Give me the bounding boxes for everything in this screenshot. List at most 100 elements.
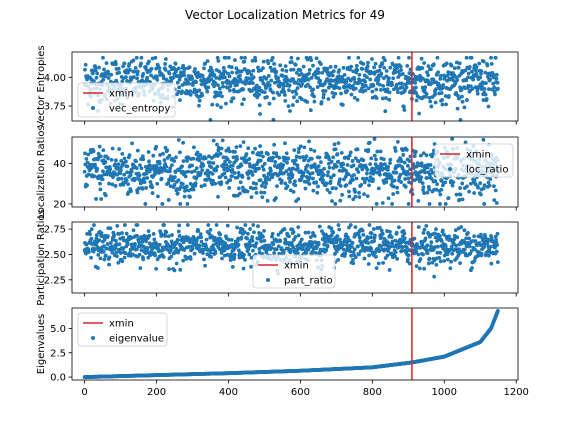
data-point xyxy=(191,187,196,192)
data-point xyxy=(479,232,483,237)
data-point xyxy=(334,164,339,169)
data-point xyxy=(495,309,500,313)
data-point xyxy=(309,58,314,62)
data-point xyxy=(159,176,164,181)
data-point xyxy=(482,202,487,206)
data-point xyxy=(395,185,400,190)
data-point xyxy=(333,91,338,96)
data-point xyxy=(369,246,374,251)
data-point xyxy=(344,79,349,84)
data-point xyxy=(465,184,469,189)
data-point xyxy=(438,202,442,206)
data-point xyxy=(347,153,352,158)
data-point xyxy=(219,146,224,151)
data-point xyxy=(365,167,370,172)
data-point xyxy=(261,66,265,71)
data-point xyxy=(221,84,225,89)
data-point xyxy=(192,251,197,256)
data-point xyxy=(482,183,487,188)
data-point xyxy=(113,238,118,243)
data-point xyxy=(392,87,396,92)
data-point xyxy=(232,89,237,94)
data-point xyxy=(284,169,289,174)
data-point xyxy=(154,74,159,79)
data-point xyxy=(131,75,136,79)
data-point xyxy=(338,183,343,188)
data-point xyxy=(355,97,360,102)
data-point xyxy=(432,274,437,279)
data-point xyxy=(264,76,269,81)
data-point xyxy=(135,148,140,153)
data-point xyxy=(477,61,482,66)
data-point xyxy=(263,185,268,189)
data-point xyxy=(251,150,255,155)
data-point xyxy=(102,257,107,262)
data-point xyxy=(390,202,395,206)
data-point xyxy=(382,65,387,70)
data-point xyxy=(426,261,431,266)
data-point xyxy=(424,153,429,158)
data-point xyxy=(390,82,395,87)
data-point xyxy=(455,106,460,111)
data-point xyxy=(271,155,275,160)
data-point xyxy=(329,159,334,164)
data-point xyxy=(355,147,360,152)
data-point xyxy=(330,199,334,203)
data-point xyxy=(154,66,159,71)
data-point xyxy=(215,164,220,169)
data-point xyxy=(180,182,185,186)
data-point xyxy=(439,91,444,95)
y-axis-label: Vector Entropies xyxy=(36,45,47,127)
data-point xyxy=(228,88,232,93)
data-point xyxy=(397,225,401,230)
data-point xyxy=(347,194,352,199)
data-point xyxy=(178,185,183,190)
data-point xyxy=(82,169,87,174)
data-point xyxy=(206,173,211,178)
data-point xyxy=(131,228,136,233)
data-point xyxy=(371,177,375,182)
data-point xyxy=(143,202,148,206)
data-point xyxy=(391,192,396,196)
data-point xyxy=(109,157,114,162)
data-point xyxy=(346,172,351,177)
data-point xyxy=(276,76,280,80)
data-point xyxy=(336,141,341,146)
data-point xyxy=(110,182,115,187)
data-point xyxy=(286,104,291,108)
data-point xyxy=(429,240,434,245)
data-point xyxy=(97,238,102,243)
data-point xyxy=(361,158,366,163)
legend-label: xmin xyxy=(284,261,309,272)
data-point xyxy=(488,244,493,249)
data-point xyxy=(345,88,350,93)
data-point xyxy=(103,160,108,164)
data-point xyxy=(311,176,315,181)
data-point xyxy=(283,98,288,103)
data-point xyxy=(137,252,142,257)
data-point xyxy=(133,177,138,181)
data-point xyxy=(404,147,409,152)
data-point xyxy=(230,70,234,75)
data-point xyxy=(89,236,94,241)
data-point xyxy=(193,181,198,186)
data-point xyxy=(290,89,295,94)
y-tick-label: 2.75 xyxy=(44,225,66,236)
data-point xyxy=(101,249,106,254)
data-point xyxy=(263,178,268,183)
data-point xyxy=(166,234,171,239)
data-point xyxy=(249,195,254,200)
data-point xyxy=(270,55,275,60)
data-point xyxy=(178,98,182,103)
data-point xyxy=(183,66,187,71)
data-point xyxy=(163,67,168,72)
data-point xyxy=(125,242,130,247)
data-point xyxy=(124,159,128,164)
data-point xyxy=(164,164,169,169)
data-point xyxy=(415,171,420,176)
data-point xyxy=(122,61,127,66)
data-point xyxy=(427,172,432,177)
data-point xyxy=(336,223,341,227)
data-point xyxy=(149,66,154,71)
data-point xyxy=(180,89,184,94)
